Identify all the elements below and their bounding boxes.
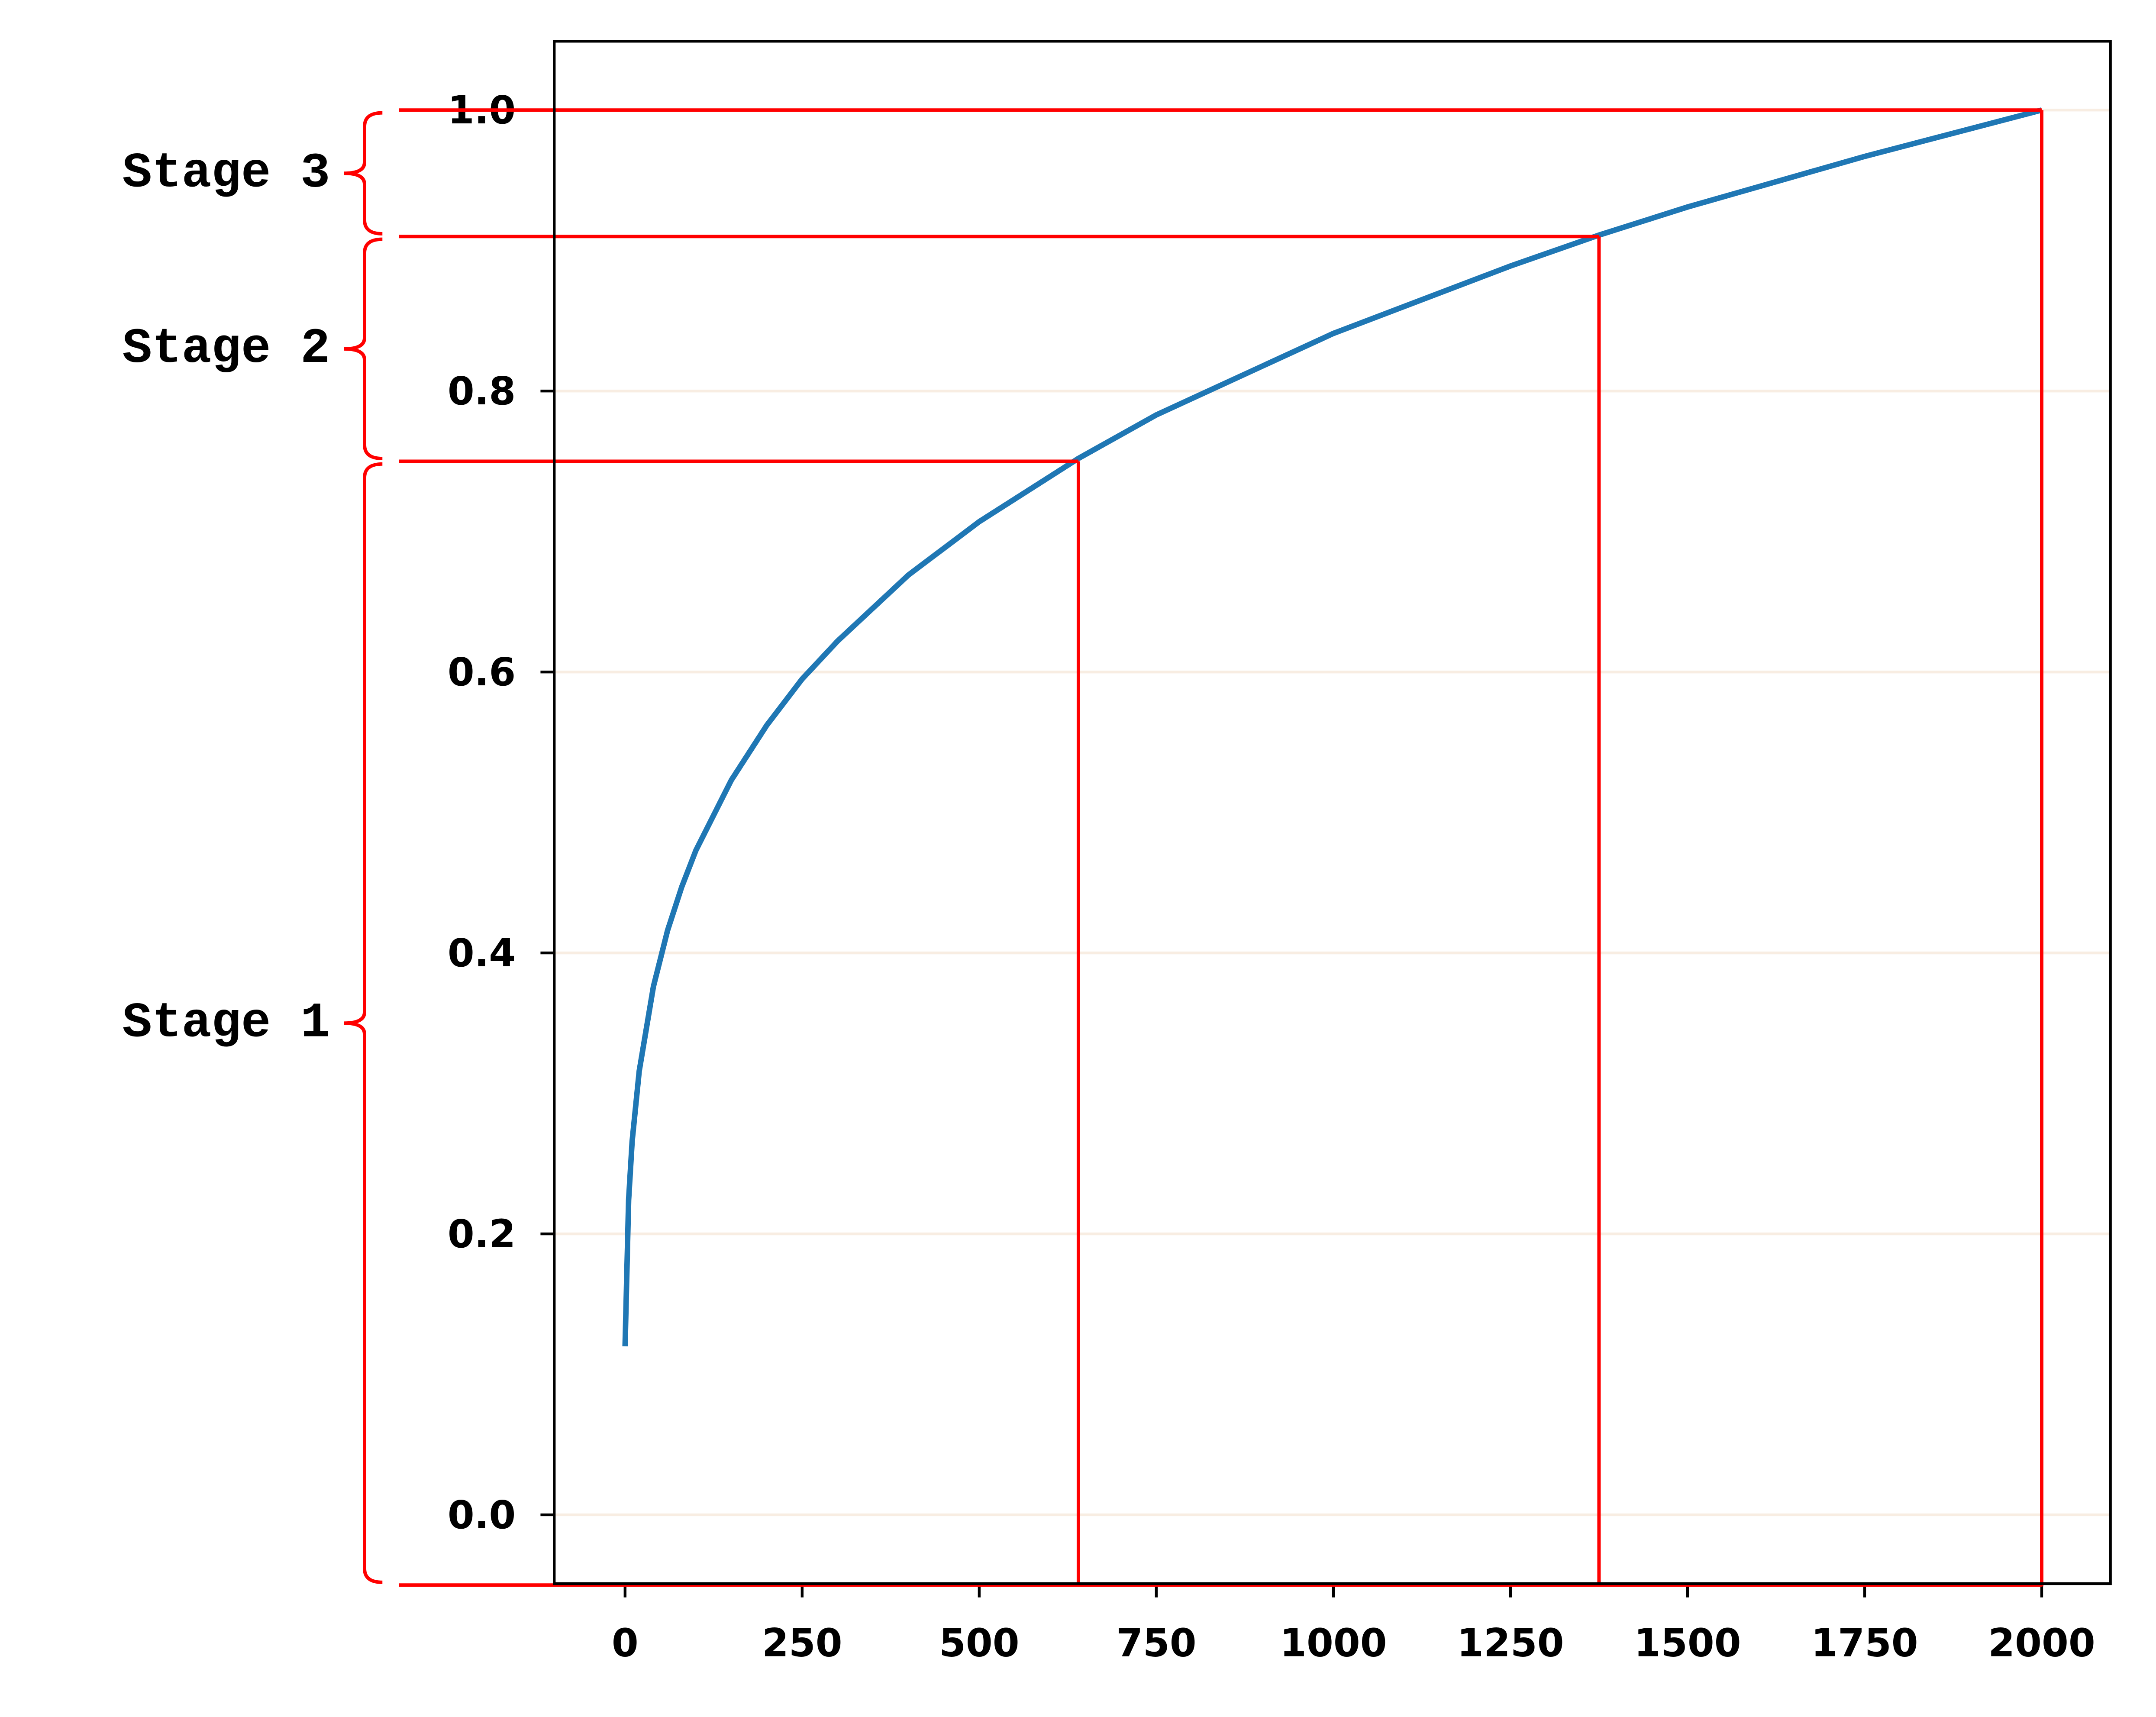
x-tick-label: 1000 (1280, 1620, 1387, 1665)
stage-brace (344, 462, 383, 1584)
x-tick-label: 750 (1116, 1620, 1197, 1665)
stage-brace (344, 111, 383, 236)
x-tick-label: 1250 (1457, 1620, 1564, 1665)
stage-label: Stage 2 (122, 321, 330, 377)
y-tick-label: 0.2 (448, 1211, 516, 1256)
y-tick-label: 0.4 (448, 930, 516, 975)
x-tick-label: 0 (612, 1620, 639, 1665)
line (622, 107, 2043, 1346)
x-tick-label: 1750 (1811, 1620, 1918, 1665)
y-tick-label: 0.8 (448, 368, 516, 413)
y-tick-label: 0.6 (448, 649, 516, 694)
x-tick-label: 500 (939, 1620, 1020, 1665)
stage-label: Stage 3 (122, 145, 330, 201)
x-tick-label: 1500 (1634, 1620, 1741, 1665)
y-tick-label: 0.0 (448, 1492, 516, 1537)
x-tick-label: 2000 (1988, 1620, 2095, 1665)
stage-label: Stage 1 (122, 996, 330, 1052)
x-tick-label: 250 (762, 1620, 842, 1665)
plot-frame (553, 40, 2112, 1585)
stage-brace (344, 237, 383, 461)
